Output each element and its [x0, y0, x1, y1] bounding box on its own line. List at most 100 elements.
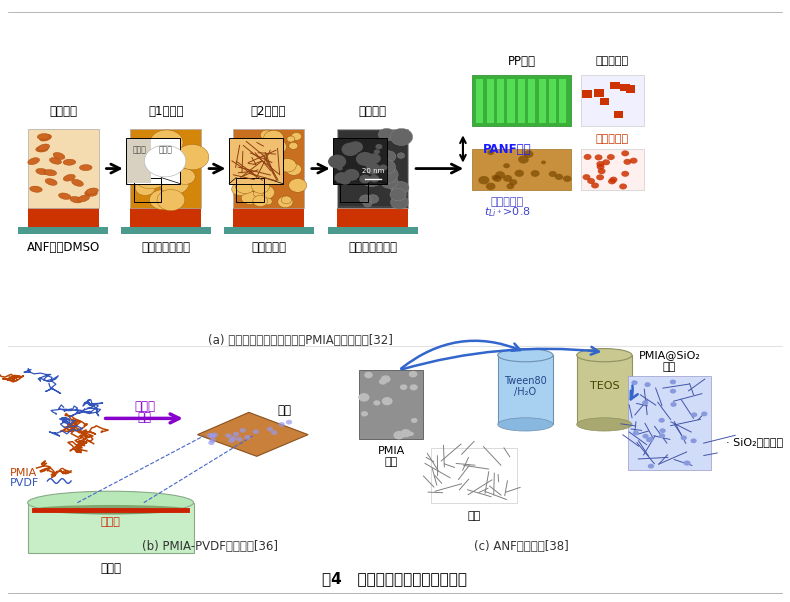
- Text: 凝固浴: 凝固浴: [100, 562, 121, 574]
- Ellipse shape: [45, 179, 57, 185]
- Circle shape: [370, 175, 379, 182]
- FancyBboxPatch shape: [626, 85, 635, 93]
- Text: 高离子通量: 高离子通量: [596, 134, 629, 144]
- Ellipse shape: [77, 195, 89, 202]
- FancyBboxPatch shape: [339, 131, 407, 206]
- Circle shape: [263, 198, 273, 205]
- FancyBboxPatch shape: [559, 79, 566, 123]
- Circle shape: [378, 128, 395, 141]
- Circle shape: [391, 183, 405, 194]
- Circle shape: [334, 172, 349, 184]
- Circle shape: [531, 170, 540, 177]
- Circle shape: [292, 132, 302, 140]
- Text: 第1次固化: 第1次固化: [149, 105, 183, 118]
- FancyBboxPatch shape: [126, 138, 180, 184]
- FancyBboxPatch shape: [18, 227, 108, 234]
- FancyBboxPatch shape: [28, 208, 99, 227]
- Circle shape: [563, 176, 571, 182]
- Circle shape: [503, 163, 510, 169]
- Circle shape: [381, 375, 390, 383]
- Circle shape: [393, 431, 404, 439]
- Circle shape: [341, 143, 359, 156]
- Circle shape: [397, 153, 404, 158]
- FancyBboxPatch shape: [581, 149, 644, 190]
- Text: 隔膜: 隔膜: [468, 511, 480, 521]
- Circle shape: [596, 161, 604, 167]
- Circle shape: [346, 146, 360, 157]
- FancyBboxPatch shape: [328, 227, 418, 234]
- Circle shape: [337, 166, 343, 170]
- Text: 图4   相转化法制备芳纶纤维隔膜: 图4 相转化法制备芳纶纤维隔膜: [322, 572, 468, 586]
- FancyBboxPatch shape: [127, 139, 152, 183]
- Ellipse shape: [28, 491, 194, 514]
- Circle shape: [278, 196, 293, 208]
- Circle shape: [253, 196, 268, 206]
- Circle shape: [660, 428, 666, 433]
- Circle shape: [408, 371, 417, 377]
- Circle shape: [671, 402, 677, 407]
- FancyBboxPatch shape: [518, 79, 525, 123]
- FancyBboxPatch shape: [472, 75, 571, 126]
- Ellipse shape: [86, 188, 98, 194]
- Text: 第2次固化: 第2次固化: [251, 105, 286, 118]
- FancyBboxPatch shape: [233, 208, 304, 227]
- Circle shape: [610, 176, 618, 182]
- Circle shape: [207, 433, 213, 438]
- Circle shape: [642, 400, 649, 405]
- Circle shape: [524, 150, 533, 158]
- Circle shape: [251, 179, 269, 193]
- Circle shape: [157, 190, 185, 211]
- Circle shape: [209, 433, 215, 438]
- Circle shape: [379, 164, 387, 171]
- Text: (a) 两步凝固浴相转化法制备PMIA气凝胶隔膜[32]: (a) 两步凝固浴相转化法制备PMIA气凝胶隔膜[32]: [208, 334, 393, 347]
- Circle shape: [645, 382, 651, 387]
- FancyBboxPatch shape: [507, 79, 514, 123]
- FancyBboxPatch shape: [577, 355, 632, 424]
- Circle shape: [401, 429, 412, 437]
- Circle shape: [381, 175, 398, 188]
- Circle shape: [541, 161, 546, 164]
- FancyBboxPatch shape: [337, 208, 408, 227]
- Circle shape: [279, 422, 285, 427]
- FancyBboxPatch shape: [620, 84, 630, 91]
- Circle shape: [225, 433, 231, 438]
- Circle shape: [348, 170, 359, 179]
- Circle shape: [359, 195, 371, 204]
- Ellipse shape: [58, 193, 71, 199]
- Circle shape: [591, 182, 599, 188]
- Circle shape: [149, 190, 175, 209]
- Text: PMIA@SiO₂
隔膜: PMIA@SiO₂ 隔膜: [638, 350, 701, 372]
- FancyBboxPatch shape: [497, 79, 504, 123]
- Circle shape: [381, 150, 396, 163]
- Circle shape: [340, 176, 351, 185]
- Circle shape: [691, 412, 698, 417]
- Circle shape: [363, 178, 370, 183]
- Circle shape: [253, 429, 259, 434]
- Circle shape: [141, 166, 164, 183]
- Circle shape: [390, 128, 412, 146]
- Circle shape: [348, 141, 363, 153]
- Circle shape: [267, 427, 273, 432]
- FancyBboxPatch shape: [229, 138, 283, 184]
- Circle shape: [376, 160, 396, 174]
- Circle shape: [390, 188, 406, 201]
- Circle shape: [228, 438, 235, 443]
- Text: $t_{Li^+}$>0.8: $t_{Li^+}$>0.8: [483, 206, 530, 219]
- Circle shape: [549, 171, 557, 177]
- Text: PVDF: PVDF: [9, 478, 39, 488]
- Circle shape: [289, 143, 298, 149]
- Text: 相分离: 相分离: [134, 400, 155, 413]
- Ellipse shape: [63, 175, 75, 181]
- Ellipse shape: [44, 170, 57, 176]
- Circle shape: [382, 397, 393, 405]
- Circle shape: [608, 178, 616, 184]
- Circle shape: [157, 146, 180, 164]
- Circle shape: [175, 169, 195, 184]
- Circle shape: [375, 172, 390, 184]
- Text: 20 nm: 20 nm: [362, 169, 384, 175]
- Polygon shape: [198, 412, 308, 456]
- Circle shape: [281, 196, 292, 204]
- Circle shape: [371, 164, 380, 171]
- Circle shape: [659, 433, 665, 438]
- Circle shape: [683, 461, 690, 465]
